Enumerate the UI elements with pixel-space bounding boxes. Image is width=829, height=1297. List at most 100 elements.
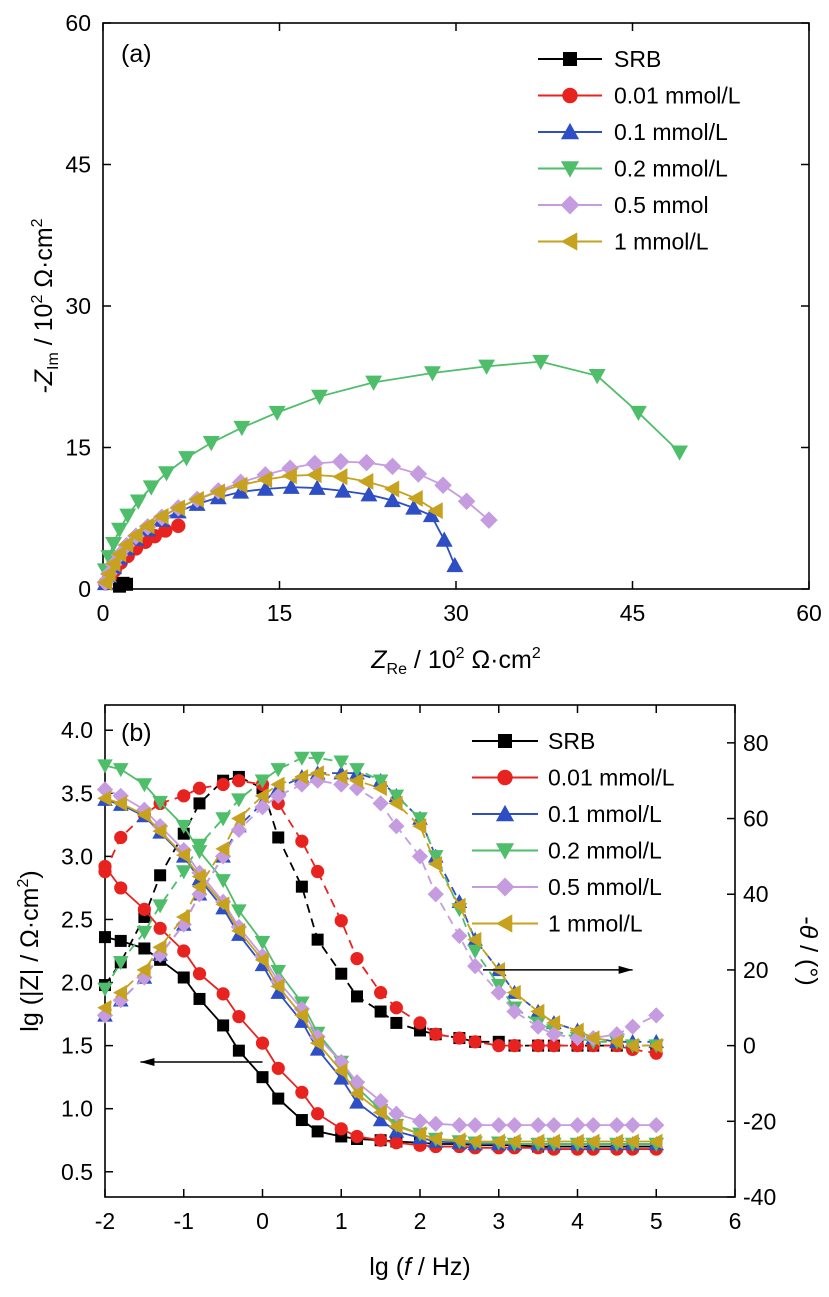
panel-b-modulus-point-1-mmol-l — [270, 978, 285, 995]
panel-b-modulus-point-1-mmol-l — [136, 806, 151, 823]
panel-a-legend-label: 0.5 mmol — [614, 192, 709, 218]
panel-b-phase-point-1-mmol-l — [333, 769, 348, 785]
panel-b-modulus-point-0-01-mmol-l — [177, 944, 191, 958]
panel-a-point-0-1-mmol-l — [446, 556, 464, 573]
panel-b-phase-point-0-01-mmol-l — [350, 951, 364, 966]
panel-a-point-1-mmol-l — [256, 471, 273, 489]
panel-b-legend-label: 0.1 mmol/L — [548, 801, 662, 827]
panel-b-modulus-point-0-5-mmol-l — [451, 1116, 468, 1134]
panel-b-modulus-point-1-mmol-l — [609, 1133, 624, 1150]
panel-b-ytick-right-label: 20 — [743, 957, 769, 983]
panel-b-modulus-point-0-1-mmol-l — [333, 1070, 350, 1085]
panel-b-phase-point-0-01-mmol-l — [334, 914, 348, 928]
panel-b-modulus-point-0-2-mmol-l — [97, 759, 113, 774]
panel-b-modulus-point-0-01-mmol-l — [350, 1129, 364, 1144]
panel-b-modulus-point-1-mmol-l — [451, 1132, 466, 1149]
panel-b-phase-point-1-mmol-l — [294, 769, 309, 785]
panel-a-point-0-5-mmol — [457, 492, 476, 511]
panel-a-point-0-2-mmol-l — [671, 445, 689, 461]
panel-b-phase-point-0-2-mmol-l — [467, 944, 483, 959]
panel-b-ytick-left-label: 1.0 — [61, 1096, 93, 1122]
panel-a-point-0-2-mmol-l — [111, 522, 128, 539]
panel-b-modulus-point-srb — [177, 971, 190, 984]
panel-b-phase-point-0-2-mmol-l — [333, 755, 350, 770]
panel-b-phase-point-1-mmol-l — [136, 962, 151, 978]
panel-b-phase-point-1-mmol-l — [585, 1030, 600, 1046]
panel-b-modulus-point-0-5-mmol-l — [333, 1053, 350, 1071]
panel-b-modulus-point-0-5-mmol-l — [490, 1116, 507, 1134]
legend-marker — [560, 232, 578, 251]
panel-a-legend-label: 0.2 mmol/L — [614, 156, 728, 182]
panel-b-legend-label: 0.01 mmol/L — [548, 765, 675, 791]
panel-b-modulus-point-1-mmol-l — [388, 1118, 403, 1135]
panel-b-ytick-right-label: 60 — [743, 806, 769, 832]
panel-b-modulus-point-0-01-mmol-l — [153, 921, 167, 935]
panel-b-phase-point-0-2-mmol-l — [215, 812, 231, 827]
panel-b-xtick-label: 0 — [256, 1208, 269, 1234]
panel-a-point-1-mmol-l — [306, 466, 322, 484]
panel-a-point-0-5-mmol — [331, 452, 350, 471]
panel-a-ytick-label: 30 — [65, 293, 91, 319]
panel-b-modulus-point-0-5-mmol-l — [467, 1116, 484, 1134]
panel-b-modulus-point-1-mmol-l — [569, 1133, 584, 1150]
arrow-head-right — [618, 965, 633, 974]
panel-b-phase-point-0-2-mmol-l — [97, 982, 113, 997]
panel-b-phase-point-0-2-mmol-l — [175, 865, 192, 880]
panel-b-modulus-point-srb — [193, 992, 206, 1005]
panel-a-xlabel: ZRe / 102 Ω·cm2 — [370, 645, 541, 678]
panel-b-phase-point-0-5-mmol-l — [467, 958, 484, 975]
panel-b-phase-point-0-5-mmol-l — [506, 1003, 523, 1020]
panel-b-modulus-point-0-1-mmol-l — [349, 1094, 365, 1109]
panel-b-modulus-point-1-mmol-l — [254, 952, 269, 968]
panel-b-phase-point-0-01-mmol-l — [374, 986, 388, 1000]
panel-b-modulus-point-1-mmol-l — [427, 1131, 442, 1147]
panel-b-xtick-label: 1 — [335, 1208, 348, 1234]
panel-b-modulus-point-srb — [138, 942, 151, 955]
legend-marker — [560, 195, 580, 215]
panel-b-phase-point-0-2-mmol-l — [112, 956, 129, 971]
panel-b-phase-point-0-5-mmol-l — [309, 772, 326, 789]
panel-b-ylabel-left: lg (|Z| / Ω·cm2) — [15, 870, 44, 1031]
panel-b-modulus-point-1-mmol-l — [585, 1133, 600, 1150]
panel-b-legend-label: 1 mmol/L — [548, 911, 643, 937]
panel-b-modulus-point-1-mmol-l — [175, 847, 190, 863]
panel-a-point-0-5-mmol — [480, 511, 498, 529]
panel-a-point-1-mmol-l — [118, 536, 134, 554]
panel-b-phase-point-0-5-mmol-l — [427, 886, 444, 903]
panel-b-phase-point-srb — [295, 880, 308, 893]
panel-a-ticks: 0 15 30 45 60 0 15 30 45 60 — [65, 10, 821, 626]
panel-b-modulus-point-0-5-mmol-l — [608, 1116, 625, 1134]
panel-a-point-0-01-mmol-l — [158, 523, 173, 538]
panel-b-phase-point-1-mmol-l — [451, 897, 466, 914]
panel-b-phase-point-0-5-mmol-l — [411, 848, 429, 865]
panel-a-point-1-mmol-l — [427, 502, 443, 520]
panel-b-phase-point-1-mmol-l — [97, 999, 112, 1016]
panel-b-phase-point-1-mmol-l — [569, 1022, 584, 1039]
panel-b-modulus-point-1-mmol-l — [624, 1133, 639, 1150]
panel-a-point-1-mmol-l — [407, 489, 423, 507]
legend-marker — [497, 769, 513, 786]
panel-a-ytick-label: 45 — [65, 152, 91, 178]
panel-a-point-0-1-mmol-l — [422, 506, 440, 523]
panel-b-modulus-point-0-2-mmol-l — [152, 795, 168, 810]
panel-b-phase-point-1-mmol-l — [254, 788, 269, 804]
panel-a-xtick-label: 0 — [97, 600, 110, 626]
panel-b-legend-label: 0.2 mmol/L — [548, 838, 662, 864]
legend-marker — [560, 122, 580, 140]
panel-a-point-0-5-mmol — [357, 453, 376, 472]
legend-marker — [563, 52, 577, 66]
panel-a-point-0-2-mmol-l — [629, 405, 647, 422]
panel-a-point-1-mmol-l — [139, 517, 155, 535]
panel-b-phase-point-0-2-mmol-l — [294, 751, 310, 766]
panel-b-modulus-point-1-mmol-l — [530, 1133, 545, 1150]
panel-b-ytick-right-label: 80 — [743, 730, 769, 756]
panel-b-phase-point-0-01-mmol-l — [452, 1031, 466, 1045]
panel-b-phase-point-1-mmol-l — [412, 818, 427, 834]
panel-a-point-0-1-mmol-l — [384, 491, 401, 508]
panel-b-phase-point-0-2-mmol-l — [309, 751, 326, 766]
panel-b-phase-point-0-5-mmol-l — [388, 818, 405, 835]
panel-b-modulus-point-0-01-mmol-l — [114, 881, 128, 895]
panel-b-xtick-label: 5 — [650, 1208, 663, 1234]
panel-a-point-0-5-mmol — [383, 457, 402, 476]
panel-b-arrows — [140, 965, 633, 1067]
